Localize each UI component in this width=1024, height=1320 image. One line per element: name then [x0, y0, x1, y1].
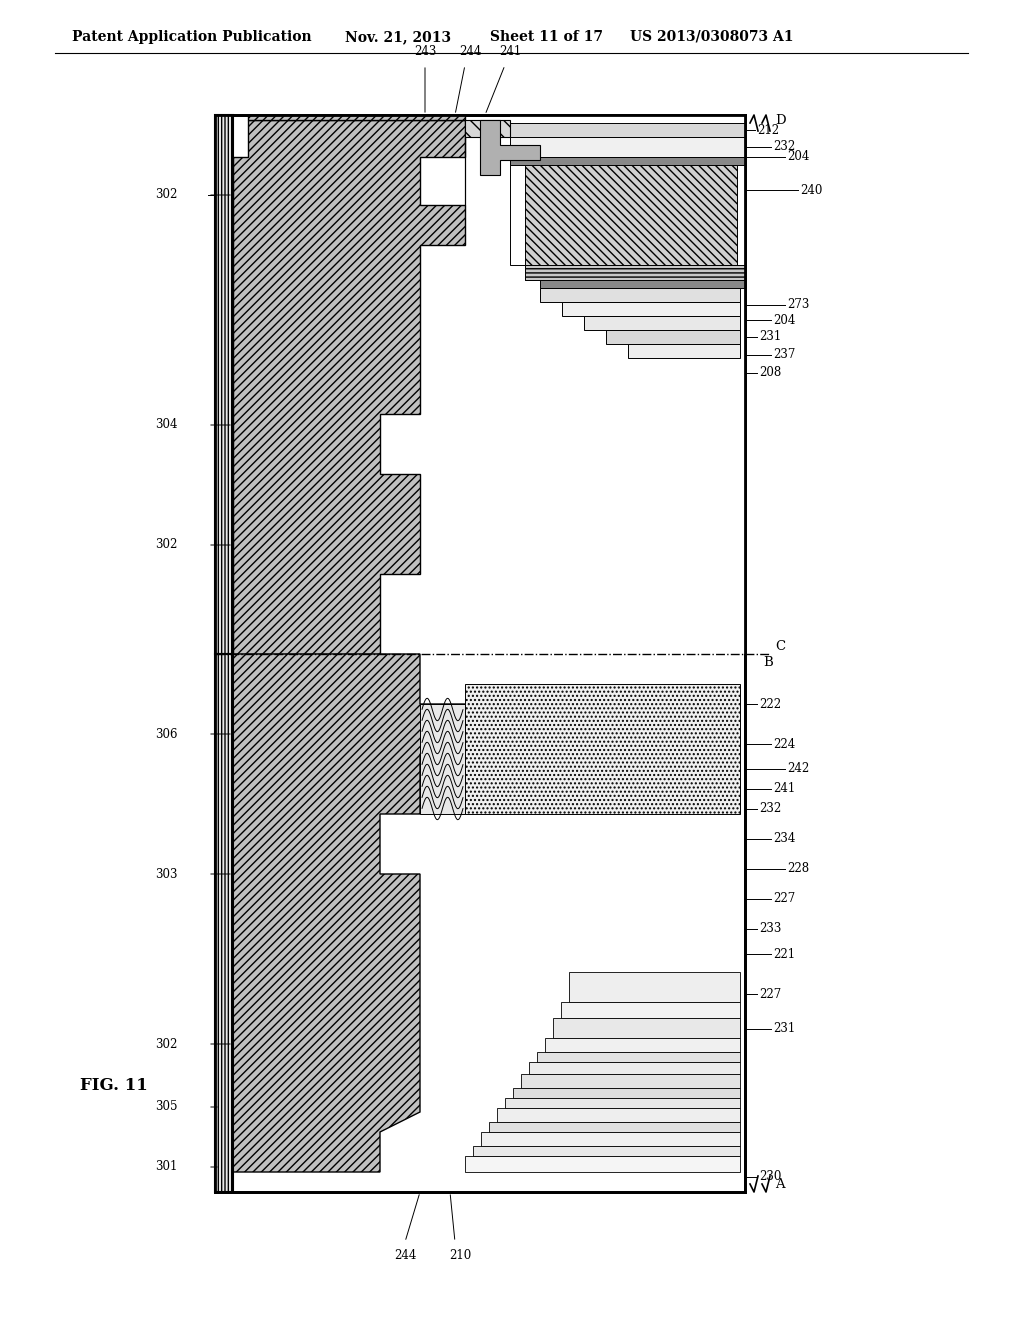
Bar: [215, 115, 233, 653]
Text: A: A: [775, 1177, 784, 1191]
Bar: [540, 280, 745, 288]
Text: 204: 204: [773, 314, 796, 326]
Text: 228: 228: [787, 862, 809, 875]
Text: 232: 232: [773, 140, 796, 153]
Bar: [553, 1018, 740, 1038]
Text: 242: 242: [787, 763, 809, 776]
Text: 227: 227: [759, 987, 781, 1001]
Text: 231: 231: [759, 330, 781, 343]
Bar: [481, 1133, 740, 1146]
Text: 222: 222: [759, 697, 781, 710]
Text: 273: 273: [787, 298, 809, 312]
Text: 304: 304: [156, 418, 178, 432]
Text: 301: 301: [156, 1160, 178, 1173]
Text: 210: 210: [449, 1249, 471, 1262]
Bar: [521, 1074, 740, 1088]
Text: 302: 302: [156, 539, 178, 552]
Bar: [525, 265, 745, 280]
Text: 302: 302: [156, 1038, 178, 1051]
Bar: [525, 265, 745, 280]
Text: Nov. 21, 2013: Nov. 21, 2013: [345, 30, 452, 44]
Bar: [545, 1038, 740, 1052]
Text: 237: 237: [773, 348, 796, 362]
Text: 204: 204: [787, 150, 809, 164]
Text: FIG. 11: FIG. 11: [80, 1077, 147, 1093]
Text: 243: 243: [414, 45, 436, 58]
Bar: [505, 1098, 740, 1107]
Bar: [569, 972, 740, 1002]
Text: 302: 302: [156, 189, 178, 202]
Text: 212: 212: [757, 124, 779, 136]
Bar: [215, 115, 745, 1192]
Bar: [510, 137, 745, 157]
Text: 233: 233: [759, 923, 781, 936]
Text: D: D: [775, 114, 785, 127]
Text: 305: 305: [156, 1101, 178, 1114]
Text: B: B: [763, 656, 773, 668]
Bar: [628, 345, 740, 358]
Polygon shape: [233, 120, 465, 653]
Text: 303: 303: [156, 867, 178, 880]
Text: Patent Application Publication: Patent Application Publication: [72, 30, 311, 44]
Bar: [465, 684, 740, 814]
Text: 232: 232: [759, 803, 781, 816]
Bar: [510, 123, 745, 137]
Bar: [489, 1122, 740, 1133]
Bar: [215, 653, 233, 1192]
Text: 244: 244: [459, 45, 481, 58]
Text: 306: 306: [156, 727, 178, 741]
Text: C: C: [775, 639, 785, 652]
Bar: [473, 1146, 740, 1156]
Polygon shape: [233, 653, 465, 1172]
Text: 241: 241: [773, 783, 796, 796]
Text: US 2013/0308073 A1: US 2013/0308073 A1: [630, 30, 794, 44]
Text: 227: 227: [773, 892, 796, 906]
Polygon shape: [480, 120, 540, 176]
Bar: [420, 704, 465, 814]
Bar: [584, 315, 740, 330]
Bar: [606, 330, 740, 345]
Polygon shape: [525, 165, 737, 265]
Bar: [510, 115, 745, 653]
Text: 241: 241: [499, 45, 521, 58]
Text: 224: 224: [773, 738, 796, 751]
Text: 231: 231: [773, 1023, 796, 1035]
Bar: [540, 288, 740, 302]
Bar: [510, 165, 745, 265]
Bar: [513, 1088, 740, 1098]
Polygon shape: [248, 115, 465, 120]
Bar: [562, 302, 740, 315]
Text: 221: 221: [773, 948, 795, 961]
Text: Sheet 11 of 17: Sheet 11 of 17: [490, 30, 603, 44]
Bar: [510, 157, 745, 165]
Bar: [561, 1002, 740, 1018]
Text: 208: 208: [759, 367, 781, 380]
Bar: [497, 1107, 740, 1122]
Text: 230: 230: [759, 1171, 781, 1184]
Bar: [529, 1063, 740, 1074]
Text: 234: 234: [773, 833, 796, 846]
Text: 240: 240: [800, 183, 822, 197]
Text: 244: 244: [394, 1249, 416, 1262]
Polygon shape: [465, 120, 510, 205]
Bar: [537, 1052, 740, 1063]
Bar: [465, 1156, 740, 1172]
